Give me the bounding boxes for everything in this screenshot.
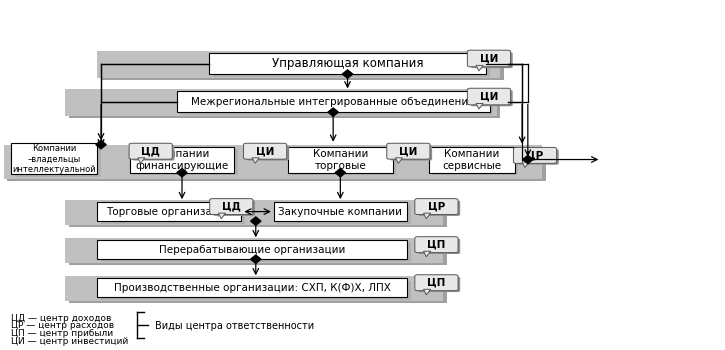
Polygon shape: [335, 169, 346, 177]
FancyBboxPatch shape: [210, 199, 253, 215]
FancyBboxPatch shape: [418, 201, 460, 216]
FancyBboxPatch shape: [288, 147, 392, 173]
Polygon shape: [328, 108, 339, 116]
FancyBboxPatch shape: [97, 202, 241, 221]
FancyBboxPatch shape: [209, 53, 486, 74]
Text: Компании
сервисные: Компании сервисные: [442, 149, 501, 170]
FancyBboxPatch shape: [415, 237, 458, 253]
Polygon shape: [177, 169, 187, 177]
FancyBboxPatch shape: [65, 89, 497, 116]
Text: Компании
финансирующие: Компании финансирующие: [136, 149, 228, 170]
FancyBboxPatch shape: [386, 143, 430, 159]
FancyBboxPatch shape: [133, 145, 175, 161]
FancyBboxPatch shape: [101, 205, 245, 224]
Text: Перерабатывающие организации: Перерабатывающие организации: [159, 245, 345, 255]
Polygon shape: [342, 70, 353, 78]
FancyBboxPatch shape: [247, 145, 289, 161]
Polygon shape: [251, 217, 261, 225]
FancyBboxPatch shape: [65, 276, 443, 301]
Text: ЦД: ЦД: [141, 146, 160, 156]
Polygon shape: [522, 162, 529, 168]
FancyBboxPatch shape: [468, 88, 510, 105]
FancyBboxPatch shape: [101, 281, 410, 300]
FancyBboxPatch shape: [133, 149, 238, 175]
Text: Производственные организации: СХП, К(Ф)Х, ЛПХ: Производственные организации: СХП, К(Ф)Х…: [114, 283, 391, 293]
Text: Межрегиональные интегрированные объединения: Межрегиональные интегрированные объедине…: [191, 97, 475, 107]
FancyBboxPatch shape: [513, 147, 557, 163]
FancyBboxPatch shape: [69, 202, 447, 228]
Polygon shape: [423, 289, 431, 295]
Polygon shape: [476, 65, 484, 71]
Text: Компании
торговые: Компании торговые: [312, 149, 368, 170]
Text: ЦИ — центр инвестиций: ЦИ — центр инвестиций: [11, 337, 128, 346]
FancyBboxPatch shape: [418, 277, 460, 292]
Text: Торговые организации: Торговые организации: [106, 206, 233, 217]
Text: ЦД: ЦД: [222, 202, 241, 212]
Polygon shape: [96, 140, 107, 149]
FancyBboxPatch shape: [471, 90, 513, 106]
Polygon shape: [423, 251, 431, 257]
Polygon shape: [251, 255, 261, 263]
FancyBboxPatch shape: [244, 143, 286, 159]
FancyBboxPatch shape: [415, 199, 458, 215]
FancyBboxPatch shape: [97, 50, 500, 77]
Text: ЦИ: ЦИ: [256, 146, 274, 156]
Text: Компании
–владельцы
интеллектуальной: Компании –владельцы интеллектуальной: [12, 144, 96, 174]
FancyBboxPatch shape: [278, 205, 410, 224]
Text: Управляющая компания: Управляющая компания: [272, 57, 423, 70]
FancyBboxPatch shape: [415, 275, 458, 291]
FancyBboxPatch shape: [101, 53, 504, 80]
FancyBboxPatch shape: [101, 243, 410, 262]
FancyBboxPatch shape: [428, 147, 515, 173]
FancyBboxPatch shape: [471, 52, 513, 68]
Text: ЦИ: ЦИ: [480, 92, 498, 102]
Polygon shape: [395, 158, 402, 163]
Polygon shape: [218, 213, 225, 219]
FancyBboxPatch shape: [418, 239, 460, 254]
Text: ЦП — центр прибыли: ЦП — центр прибыли: [11, 329, 113, 338]
Text: ЦР: ЦР: [428, 202, 445, 212]
Text: Виды центра ответственности: Виды центра ответственности: [155, 321, 314, 331]
FancyBboxPatch shape: [69, 240, 447, 265]
FancyBboxPatch shape: [390, 145, 432, 161]
Text: ЦИ: ЦИ: [399, 146, 418, 156]
Text: ЦД — центр доходов: ЦД — центр доходов: [11, 314, 112, 322]
Text: ЦИ: ЦИ: [480, 54, 498, 63]
FancyBboxPatch shape: [69, 91, 500, 118]
FancyBboxPatch shape: [181, 94, 493, 115]
FancyBboxPatch shape: [432, 149, 518, 175]
Text: Закупочные компании: Закупочные компании: [278, 206, 402, 217]
FancyBboxPatch shape: [65, 199, 443, 225]
Polygon shape: [252, 158, 260, 163]
Polygon shape: [523, 155, 533, 164]
FancyBboxPatch shape: [130, 147, 234, 173]
Text: ЦП: ЦП: [427, 278, 446, 288]
Polygon shape: [423, 213, 431, 219]
FancyBboxPatch shape: [517, 149, 559, 165]
FancyBboxPatch shape: [14, 146, 101, 177]
FancyBboxPatch shape: [291, 149, 396, 175]
Text: ЦР: ЦР: [526, 150, 544, 160]
FancyBboxPatch shape: [11, 143, 97, 174]
FancyBboxPatch shape: [213, 201, 255, 216]
FancyBboxPatch shape: [97, 240, 407, 259]
FancyBboxPatch shape: [97, 278, 407, 297]
FancyBboxPatch shape: [65, 238, 443, 262]
Text: ЦП: ЦП: [427, 240, 446, 250]
FancyBboxPatch shape: [177, 91, 489, 112]
FancyBboxPatch shape: [69, 279, 447, 303]
FancyBboxPatch shape: [7, 147, 546, 181]
Text: ЦР — центр расходов: ЦР — центр расходов: [11, 321, 115, 330]
FancyBboxPatch shape: [212, 56, 489, 77]
FancyBboxPatch shape: [274, 202, 407, 221]
FancyBboxPatch shape: [4, 145, 542, 178]
Polygon shape: [476, 104, 484, 109]
FancyBboxPatch shape: [129, 143, 173, 159]
FancyBboxPatch shape: [468, 50, 510, 67]
Polygon shape: [138, 158, 145, 163]
